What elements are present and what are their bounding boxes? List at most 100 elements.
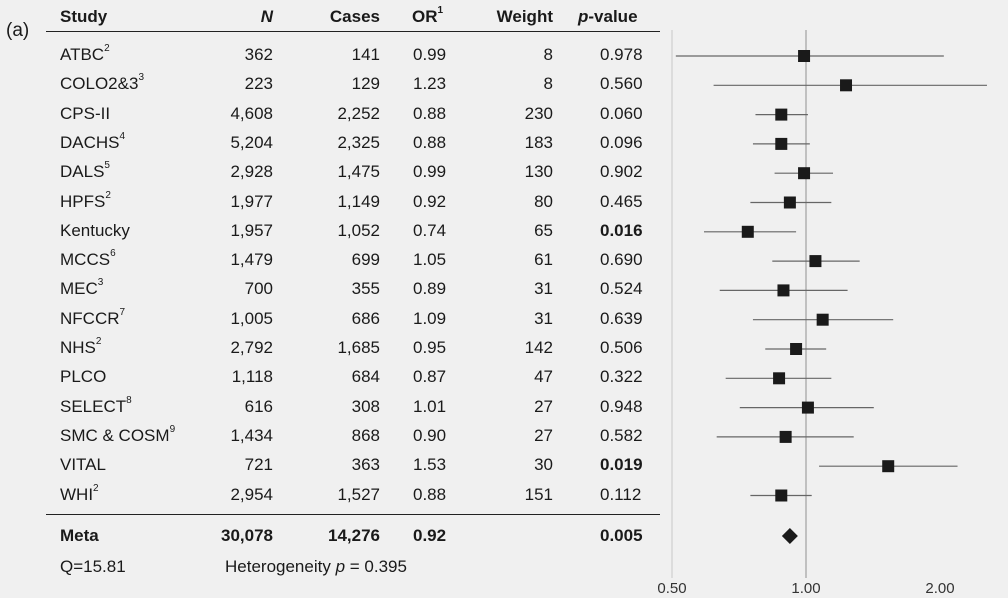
row-or: 0.99 [413, 162, 447, 182]
x-tick-label: 1.00 [791, 580, 820, 597]
row-cases: 1,149 [337, 191, 380, 211]
row-cases: 2,325 [337, 132, 380, 152]
row-cases: 355 [351, 279, 380, 299]
row-cases: 684 [351, 367, 380, 387]
row-or: 0.90 [413, 425, 447, 445]
row-pvalue: 0.639 [600, 308, 643, 328]
point-estimate [741, 225, 754, 238]
point-estimate [816, 313, 829, 326]
row-or: 0.92 [413, 191, 447, 211]
point-estimate [783, 196, 796, 209]
row-or: 0.74 [413, 220, 447, 240]
row-study: SMC & COSM9 [60, 423, 176, 445]
row-n: 2,792 [230, 338, 273, 357]
row-pvalue: 0.019 [600, 455, 643, 475]
row-pvalue: 0.582 [600, 425, 643, 445]
point-estimate [840, 79, 853, 92]
point-estimate [773, 372, 786, 385]
meta-n: 30,078 [221, 526, 273, 545]
row-or: 0.99 [413, 45, 447, 64]
row-or: 1.53 [413, 455, 447, 475]
row-pvalue: 0.560 [600, 74, 643, 94]
row-study: WHI2 [60, 482, 99, 504]
row-pvalue: 0.096 [600, 132, 643, 152]
row-weight: 8 [543, 74, 553, 94]
point-estimate [798, 50, 811, 62]
meta-study: Meta [60, 526, 99, 545]
row-n: 1,434 [230, 425, 273, 445]
point-estimate [775, 489, 788, 502]
row-n: 2,954 [230, 484, 273, 504]
row-pvalue: 0.016 [600, 220, 643, 240]
row-pvalue: 0.902 [600, 162, 643, 182]
row-cases: 868 [351, 425, 380, 445]
row-weight: 31 [534, 279, 553, 299]
row-n: 5,204 [230, 132, 273, 152]
row-or: 0.87 [413, 367, 447, 387]
header-n: N [260, 7, 273, 26]
meta-diamond [781, 528, 798, 544]
row-study: HPFS2 [60, 189, 111, 211]
row-weight: 65 [534, 220, 553, 240]
header-pvalue: p-value [578, 7, 638, 26]
row-n: 1,957 [230, 220, 273, 240]
row-study: COLO2&33 [60, 72, 144, 94]
meta-or: 0.92 [413, 526, 447, 545]
row-n: 362 [244, 45, 273, 64]
row-study: CPS-II [60, 103, 111, 123]
row-n: 1,118 [231, 367, 273, 387]
row-n: 616 [244, 396, 273, 416]
header-cases: Cases [329, 7, 380, 26]
header-weight: Weight [496, 7, 553, 26]
row-n: 700 [244, 279, 273, 299]
point-estimate [775, 137, 788, 150]
row-pvalue: 0.978 [600, 45, 643, 64]
header-or: OR1 [412, 5, 444, 26]
row-n: 2,928 [230, 162, 273, 182]
row-weight: 47 [534, 367, 553, 387]
meta-cases: 14,276 [328, 526, 380, 545]
row-n: 223 [244, 74, 273, 94]
row-pvalue: 0.322 [600, 367, 643, 387]
row-cases: 363 [351, 455, 380, 475]
row-cases: 1,685 [337, 338, 380, 357]
row-weight: 183 [524, 132, 553, 152]
header-rule [46, 31, 660, 32]
row-n: 1,977 [230, 191, 273, 211]
point-estimate [798, 167, 811, 180]
row-cases: 141 [351, 45, 380, 64]
row-study: PLCO [60, 367, 107, 387]
row-or: 1.23 [413, 74, 447, 94]
row-weight: 27 [534, 425, 553, 445]
row-study: DACHS4 [60, 130, 126, 152]
row-or: 0.88 [413, 132, 447, 152]
point-estimate [775, 108, 788, 121]
row-study: MCCS6 [60, 248, 116, 270]
row-cases: 2,252 [337, 103, 380, 123]
row-cases: 308 [351, 396, 380, 416]
row-cases: 699 [351, 250, 380, 270]
row-cases: 129 [351, 74, 380, 94]
row-or: 0.88 [413, 103, 447, 123]
header-study: Study [60, 7, 108, 26]
row-weight: 30 [534, 455, 553, 475]
x-tick-label: 0.50 [657, 580, 686, 597]
row-weight: 61 [534, 250, 553, 270]
row-pvalue: 0.506 [600, 338, 643, 357]
point-estimate [801, 401, 814, 414]
row-study: NFCCR7 [60, 306, 126, 328]
meta-pvalue: 0.005 [600, 526, 643, 545]
row-study: VITAL [60, 455, 106, 475]
row-or: 1.05 [413, 250, 447, 270]
row-or: 0.88 [413, 484, 447, 504]
row-n: 1,479 [230, 250, 273, 270]
row-pvalue: 0.948 [600, 396, 643, 416]
row-weight: 230 [524, 103, 553, 123]
row-weight: 151 [524, 484, 553, 504]
row-or: 1.09 [413, 308, 447, 328]
panel-label: (a) [6, 20, 30, 41]
point-estimate [790, 343, 803, 355]
row-study: SELECT8 [60, 394, 132, 416]
row-study: Kentucky [60, 220, 130, 240]
row-or: 0.89 [413, 279, 447, 299]
